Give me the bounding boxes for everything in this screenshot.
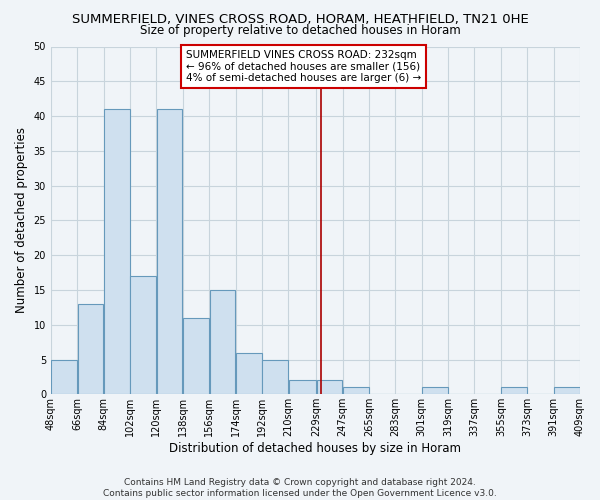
Text: Contains HM Land Registry data © Crown copyright and database right 2024.
Contai: Contains HM Land Registry data © Crown c…	[103, 478, 497, 498]
Bar	[289, 380, 316, 394]
Bar	[157, 109, 182, 395]
Bar	[209, 290, 235, 395]
Text: SUMMERFIELD VINES CROSS ROAD: 232sqm
← 96% of detached houses are smaller (156)
: SUMMERFIELD VINES CROSS ROAD: 232sqm ← 9…	[186, 50, 421, 83]
Bar	[554, 388, 580, 394]
Bar	[343, 388, 368, 394]
X-axis label: Distribution of detached houses by size in Horam: Distribution of detached houses by size …	[169, 442, 461, 455]
Text: SUMMERFIELD, VINES CROSS ROAD, HORAM, HEATHFIELD, TN21 0HE: SUMMERFIELD, VINES CROSS ROAD, HORAM, HE…	[71, 12, 529, 26]
Bar	[422, 388, 448, 394]
Y-axis label: Number of detached properties: Number of detached properties	[15, 128, 28, 314]
Bar	[317, 380, 342, 394]
Bar	[236, 352, 262, 395]
Bar	[130, 276, 156, 394]
Bar	[104, 109, 130, 395]
Bar	[183, 318, 209, 394]
Bar	[77, 304, 103, 394]
Bar	[262, 360, 288, 394]
Bar	[51, 360, 77, 394]
Text: Size of property relative to detached houses in Horam: Size of property relative to detached ho…	[140, 24, 460, 37]
Bar	[501, 388, 527, 394]
